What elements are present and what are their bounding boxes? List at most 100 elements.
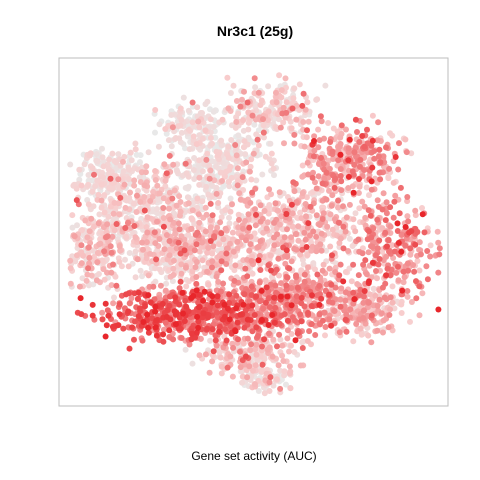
- scatter-point: [67, 161, 74, 168]
- scatter-point: [177, 199, 184, 205]
- scatter-point: [193, 274, 200, 280]
- scatter-point: [379, 225, 386, 232]
- scatter-point: [301, 143, 308, 150]
- scatter-point: [361, 167, 367, 173]
- scatter-point: [227, 195, 234, 202]
- scatter-point: [178, 116, 185, 123]
- scatter-point: [292, 317, 298, 324]
- scatter-point: [350, 289, 357, 296]
- scatter-point: [373, 268, 379, 274]
- scatter-point: [396, 210, 403, 217]
- scatter-point: [350, 300, 357, 307]
- scatter-point: [362, 214, 369, 221]
- scatter-point: [82, 217, 89, 224]
- scatter-point: [253, 324, 260, 331]
- scatter-point: [131, 200, 137, 207]
- scatter-point: [293, 272, 299, 279]
- scatter-point: [291, 140, 298, 147]
- scatter-point: [379, 206, 386, 213]
- scatter-point: [69, 224, 76, 231]
- scatter-point: [252, 206, 258, 213]
- scatter-point: [355, 236, 362, 243]
- scatter-point: [309, 189, 316, 196]
- scatter-point: [416, 312, 423, 319]
- scatter-point: [352, 116, 359, 123]
- scatter-point: [350, 338, 357, 345]
- scatter-point: [380, 153, 387, 160]
- scatter-point: [323, 196, 330, 203]
- scatter-point: [249, 328, 256, 335]
- scatter-point: [374, 137, 381, 144]
- scatter-point: [387, 306, 394, 313]
- scatter-point: [102, 300, 109, 307]
- scatter-point: [346, 136, 353, 143]
- scatter-point: [304, 224, 311, 231]
- scatter-point: [312, 266, 318, 273]
- scatter-point: [265, 295, 272, 302]
- scatter-point: [89, 312, 96, 319]
- scatter-point: [201, 288, 208, 295]
- scatter-point: [400, 279, 407, 286]
- scatter-point: [374, 197, 381, 204]
- scatter-point: [266, 379, 273, 386]
- scatter-point: [310, 228, 317, 235]
- scatter-point: [356, 205, 363, 212]
- scatter-point: [96, 211, 103, 218]
- scatter-point: [152, 107, 159, 113]
- scatter-point: [149, 208, 156, 215]
- scatter-point: [255, 388, 262, 394]
- scatter-point: [215, 200, 222, 206]
- scatter-point: [288, 201, 295, 208]
- scatter-point: [361, 203, 368, 210]
- scatter-point: [237, 311, 244, 318]
- scatter-point: [423, 263, 430, 270]
- scatter-point: [315, 126, 322, 133]
- scatter-point: [213, 273, 220, 280]
- scatter-point: [261, 207, 268, 214]
- scatter-point: [263, 225, 270, 232]
- scatter-point: [382, 280, 389, 287]
- scatter-point: [265, 108, 272, 115]
- scatter-point: [416, 283, 423, 290]
- scatter-point: [227, 323, 234, 330]
- scatter-point: [326, 291, 333, 298]
- scatter-point: [257, 238, 264, 245]
- scatter-point: [112, 273, 119, 280]
- scatter-point: [272, 200, 279, 207]
- scatter-point: [254, 136, 261, 143]
- scatter-point: [318, 118, 325, 125]
- scatter-point: [163, 170, 170, 177]
- scatter-point: [223, 337, 230, 344]
- scatter-point: [189, 119, 196, 126]
- scatter-point: [305, 220, 312, 227]
- scatter-point: [239, 174, 246, 181]
- scatter-point: [255, 89, 262, 96]
- scatter-point: [189, 330, 195, 337]
- scatter-point: [359, 198, 366, 205]
- scatter-point: [251, 312, 258, 318]
- scatter-point: [318, 295, 325, 302]
- scatter-point: [251, 75, 258, 82]
- scatter-point: [371, 155, 378, 162]
- scatter-point: [203, 211, 210, 218]
- scatter-point: [107, 203, 114, 210]
- scatter-point: [248, 156, 255, 163]
- scatter-point: [281, 140, 287, 147]
- scatter-point: [305, 171, 312, 178]
- scatter-point: [251, 121, 258, 128]
- scatter-point: [154, 206, 160, 212]
- scatter-point: [174, 168, 181, 175]
- scatter-point: [270, 336, 277, 343]
- scatter-point: [150, 188, 157, 195]
- scatter-point: [69, 212, 76, 219]
- scatter-point: [311, 138, 317, 144]
- scatter-point: [205, 244, 212, 251]
- scatter-point: [401, 274, 408, 281]
- scatter-point: [402, 224, 409, 230]
- scatter-point: [99, 145, 105, 152]
- scatter-point: [85, 244, 92, 251]
- scatter-point: [117, 247, 124, 254]
- scatter-point: [166, 152, 173, 159]
- scatter-point: [172, 294, 179, 301]
- scatter-point: [323, 169, 330, 176]
